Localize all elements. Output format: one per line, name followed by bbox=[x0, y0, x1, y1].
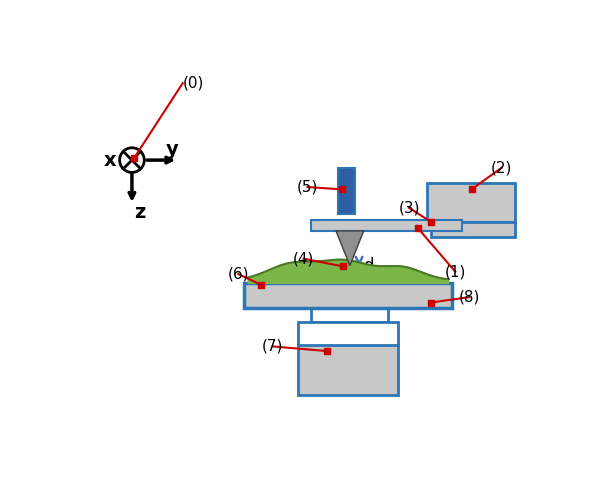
Polygon shape bbox=[336, 231, 364, 266]
Text: d: d bbox=[363, 256, 373, 274]
Text: (0): (0) bbox=[183, 76, 204, 90]
Text: (8): (8) bbox=[458, 290, 480, 304]
Text: (3): (3) bbox=[398, 200, 420, 216]
Bar bbox=[431, 222, 515, 237]
Bar bbox=[244, 284, 452, 308]
Circle shape bbox=[119, 148, 144, 172]
Bar bbox=[427, 183, 515, 222]
Text: (5): (5) bbox=[297, 180, 318, 194]
Text: z: z bbox=[134, 203, 145, 222]
Polygon shape bbox=[248, 260, 448, 283]
Text: (2): (2) bbox=[491, 160, 512, 176]
Text: (7): (7) bbox=[262, 339, 284, 354]
Bar bbox=[298, 345, 398, 395]
Text: y: y bbox=[166, 140, 178, 159]
Text: (4): (4) bbox=[293, 251, 314, 266]
Text: (1): (1) bbox=[445, 264, 466, 279]
Bar bbox=[298, 322, 398, 395]
Bar bbox=[311, 308, 388, 322]
Bar bbox=[338, 168, 355, 214]
Bar bbox=[311, 220, 461, 231]
Text: (6): (6) bbox=[227, 266, 249, 281]
Text: x: x bbox=[104, 150, 116, 170]
Bar bbox=[298, 322, 398, 345]
